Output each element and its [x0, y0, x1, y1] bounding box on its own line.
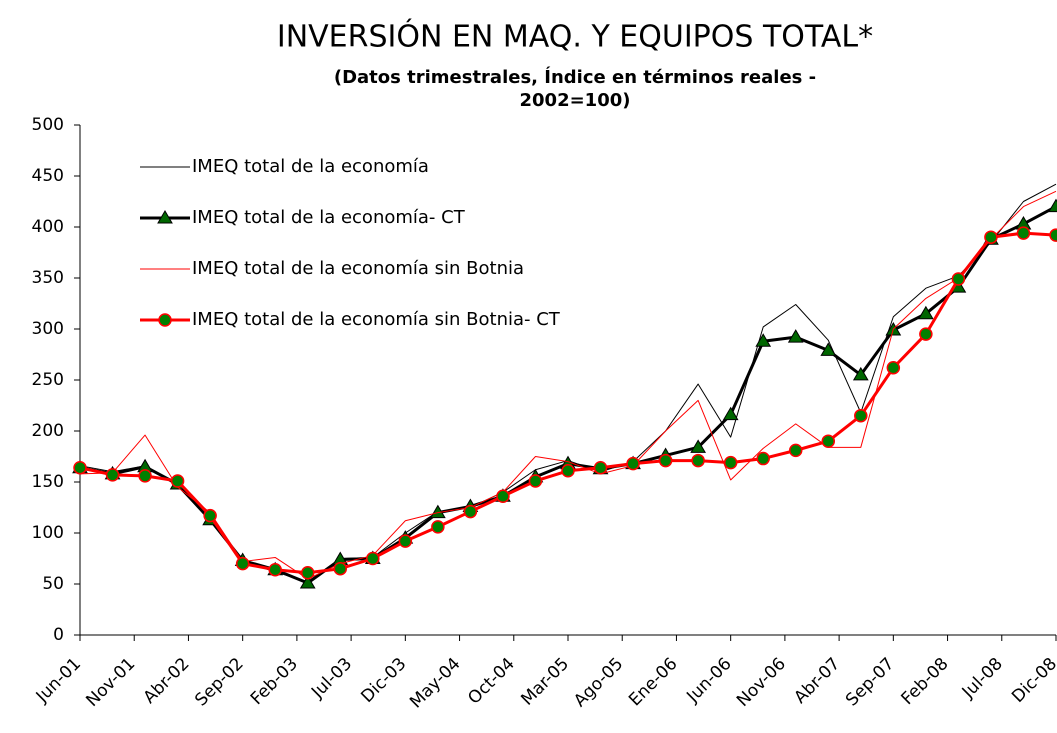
data-point — [691, 453, 705, 468]
y-tick-label: 300 — [32, 319, 64, 339]
data-point — [431, 520, 445, 534]
data-point — [756, 451, 770, 466]
data-point — [1049, 228, 1057, 242]
data-point — [203, 508, 217, 523]
data-point — [1048, 198, 1057, 213]
data-point — [593, 460, 608, 475]
data-point — [398, 534, 413, 548]
x-tick-label: Nov-01 — [82, 654, 139, 711]
data-point — [854, 408, 868, 423]
y-tick-label: 100 — [32, 523, 64, 543]
y-tick-label: 500 — [32, 115, 64, 135]
legend-label: IMEQ total de la economía- CT — [192, 207, 466, 228]
chart-subtitle: (Datos trimestrales, Índice en términos … — [334, 66, 816, 88]
x-tick-label: Jun-01 — [32, 654, 85, 707]
x-tick-label: Sep-02 — [191, 654, 247, 710]
data-point — [1016, 226, 1031, 240]
x-tick-label: Jul-08 — [958, 654, 1007, 703]
data-point — [984, 230, 998, 244]
y-tick-label: 450 — [32, 166, 64, 186]
legend-marker — [157, 210, 173, 224]
legend-marker — [158, 313, 172, 327]
x-tick-label: Sep-07 — [842, 654, 898, 710]
data-point — [626, 456, 640, 471]
data-point — [170, 474, 185, 488]
data-point — [788, 443, 803, 458]
data-point — [268, 562, 282, 577]
y-tick-label: 50 — [42, 574, 64, 594]
x-tick-label: Feb-03 — [247, 654, 302, 709]
x-tick-label: Mar-05 — [517, 654, 573, 710]
x-tick-label: Ago-05 — [570, 654, 627, 711]
x-tick-label: Jun-06 — [682, 654, 735, 707]
data-point — [723, 455, 738, 470]
data-point — [658, 453, 673, 468]
data-point — [299, 574, 316, 589]
data-point — [366, 551, 380, 566]
y-tick-label: 400 — [32, 217, 64, 237]
data-point — [787, 329, 804, 343]
data-point — [235, 556, 250, 571]
y-tick-label: 250 — [32, 370, 64, 390]
x-tick-label: Nov-06 — [733, 654, 790, 711]
x-tick-label: Abr-07 — [790, 654, 844, 708]
x-tick-label: Feb-08 — [898, 654, 953, 709]
data-point — [463, 504, 478, 519]
x-tick-label: Oct-04 — [464, 654, 519, 709]
x-tick-label: Jul-03 — [307, 654, 356, 703]
series-line — [79, 231, 1057, 575]
data-point — [951, 272, 966, 286]
y-tick-label: 0 — [53, 625, 64, 645]
data-point — [755, 333, 772, 347]
x-tick-label: May-04 — [406, 654, 464, 712]
legend-label: IMEQ total de la economía sin Botnia- CT — [192, 309, 561, 330]
x-tick-label: Abr-02 — [140, 654, 194, 708]
series-line — [79, 190, 1057, 580]
data-point — [917, 305, 934, 320]
data-point — [852, 366, 869, 381]
series-line — [79, 183, 1057, 583]
data-point — [561, 464, 575, 478]
data-point — [105, 468, 120, 482]
y-tick-label: 150 — [32, 472, 64, 492]
chart-title: INVERSIÓN EN MAQ. Y EQUIPOS TOTAL* — [277, 18, 873, 55]
chart-subtitle: 2002=100) — [520, 90, 631, 111]
legend-label: IMEQ total de la economía sin Botnia — [192, 258, 524, 279]
y-tick-label: 200 — [32, 421, 64, 441]
y-tick-label: 350 — [32, 268, 64, 288]
data-point — [528, 474, 543, 488]
data-point — [73, 460, 87, 475]
x-tick-label: Ene-06 — [625, 654, 681, 710]
x-tick-label: Dic-08 — [1008, 654, 1057, 707]
data-point — [821, 434, 836, 448]
data-point — [496, 489, 510, 504]
data-point — [138, 469, 152, 483]
data-point — [690, 439, 707, 453]
legend-label: IMEQ total de la economía — [192, 156, 429, 177]
data-point — [333, 561, 348, 576]
data-point — [722, 406, 739, 421]
x-tick-label: Dic-03 — [357, 654, 410, 707]
data-point — [886, 361, 901, 375]
data-point — [300, 566, 315, 580]
data-point — [820, 342, 837, 356]
data-point — [919, 327, 933, 341]
